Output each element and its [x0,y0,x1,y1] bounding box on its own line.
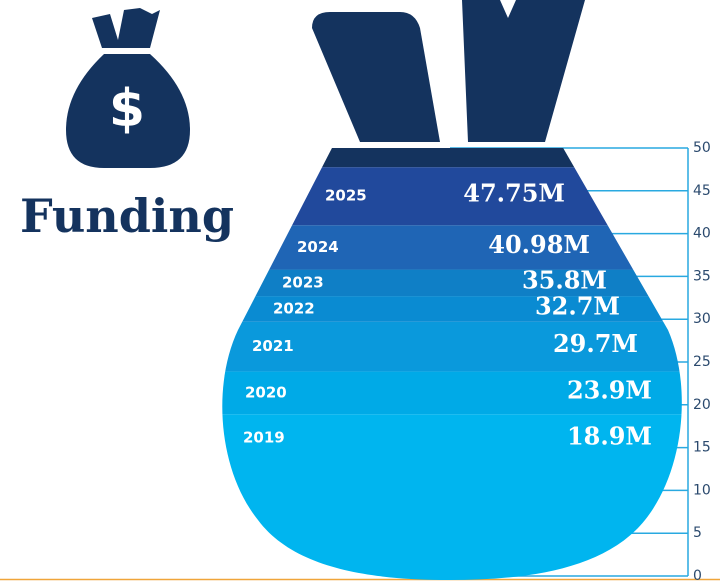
y-tick-label: 45 [693,183,711,199]
year-label: 2021 [252,337,294,355]
y-tick-label: 35 [693,268,711,284]
y-tick-label: 40 [693,226,711,242]
y-tick-label: 20 [693,397,711,413]
year-label: 2023 [282,273,324,291]
y-tick-label: 5 [693,525,702,541]
chart-title: Funding [20,189,234,243]
bag-cap [222,148,682,168]
bag-band [222,225,682,270]
y-tick-label: 10 [693,482,711,498]
bag-band [222,269,682,297]
bag-band [222,321,682,372]
year-label: 2024 [297,238,339,256]
year-label: 2025 [325,187,367,205]
bag-band [222,167,682,226]
year-label: 2020 [245,383,287,401]
year-label: 2019 [243,429,285,447]
year-label: 2022 [273,299,315,317]
bag-band [222,296,682,322]
y-tick-label: 50 [693,140,711,156]
value-label: 18.9M [567,422,652,451]
value-label: 40.98M [488,230,590,259]
value-label: 47.75M [463,179,565,208]
y-tick-label: 25 [693,354,711,370]
value-label: 23.9M [567,375,652,404]
y-tick-label: 0 [693,568,702,581]
value-label: 35.8M [522,265,607,294]
big-bag-ears [312,0,585,142]
bag-band [222,371,682,415]
small-bag-icon: $ [66,8,190,168]
y-tick-label: 30 [693,311,711,327]
value-label: 29.7M [553,329,638,358]
value-label: 32.7M [535,291,620,320]
icon-symbol: $ [109,79,145,139]
y-tick-label: 15 [693,440,711,456]
